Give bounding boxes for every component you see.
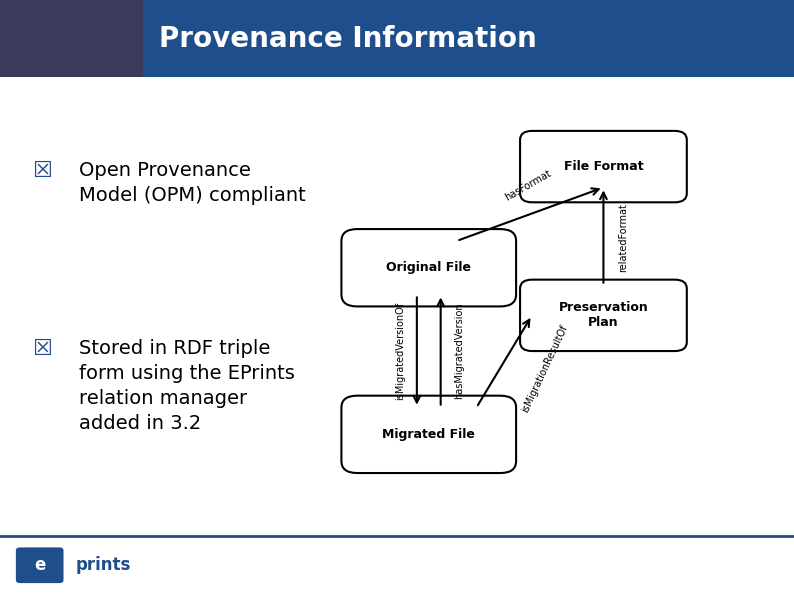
Text: Provenance Information: Provenance Information [159, 24, 537, 53]
Text: Stored in RDF triple
form using the EPrints
relation manager
added in 3.2: Stored in RDF triple form using the EPri… [79, 339, 295, 433]
Text: isMigratedVersionOf: isMigratedVersionOf [395, 302, 405, 400]
Text: hasFormat: hasFormat [503, 168, 553, 202]
Text: hasMigratedVersion: hasMigratedVersion [454, 303, 464, 399]
Text: ☒: ☒ [32, 161, 52, 181]
Text: Original File: Original File [386, 261, 472, 274]
Text: Migrated File: Migrated File [383, 428, 475, 441]
Text: Open Provenance
Model (OPM) compliant: Open Provenance Model (OPM) compliant [79, 161, 306, 205]
FancyBboxPatch shape [520, 280, 687, 351]
Text: ☒: ☒ [32, 339, 52, 359]
Text: prints: prints [75, 556, 131, 574]
Text: e: e [34, 556, 45, 574]
Text: File Format: File Format [564, 160, 643, 173]
FancyBboxPatch shape [341, 396, 516, 473]
FancyBboxPatch shape [520, 131, 687, 202]
FancyBboxPatch shape [16, 547, 64, 583]
FancyBboxPatch shape [341, 229, 516, 306]
Text: isMigrationResultOf: isMigrationResultOf [520, 324, 569, 414]
Text: relatedFormat: relatedFormat [618, 203, 628, 273]
FancyBboxPatch shape [0, 0, 794, 77]
Text: Preservation
Plan: Preservation Plan [558, 301, 649, 330]
FancyBboxPatch shape [0, 0, 143, 77]
